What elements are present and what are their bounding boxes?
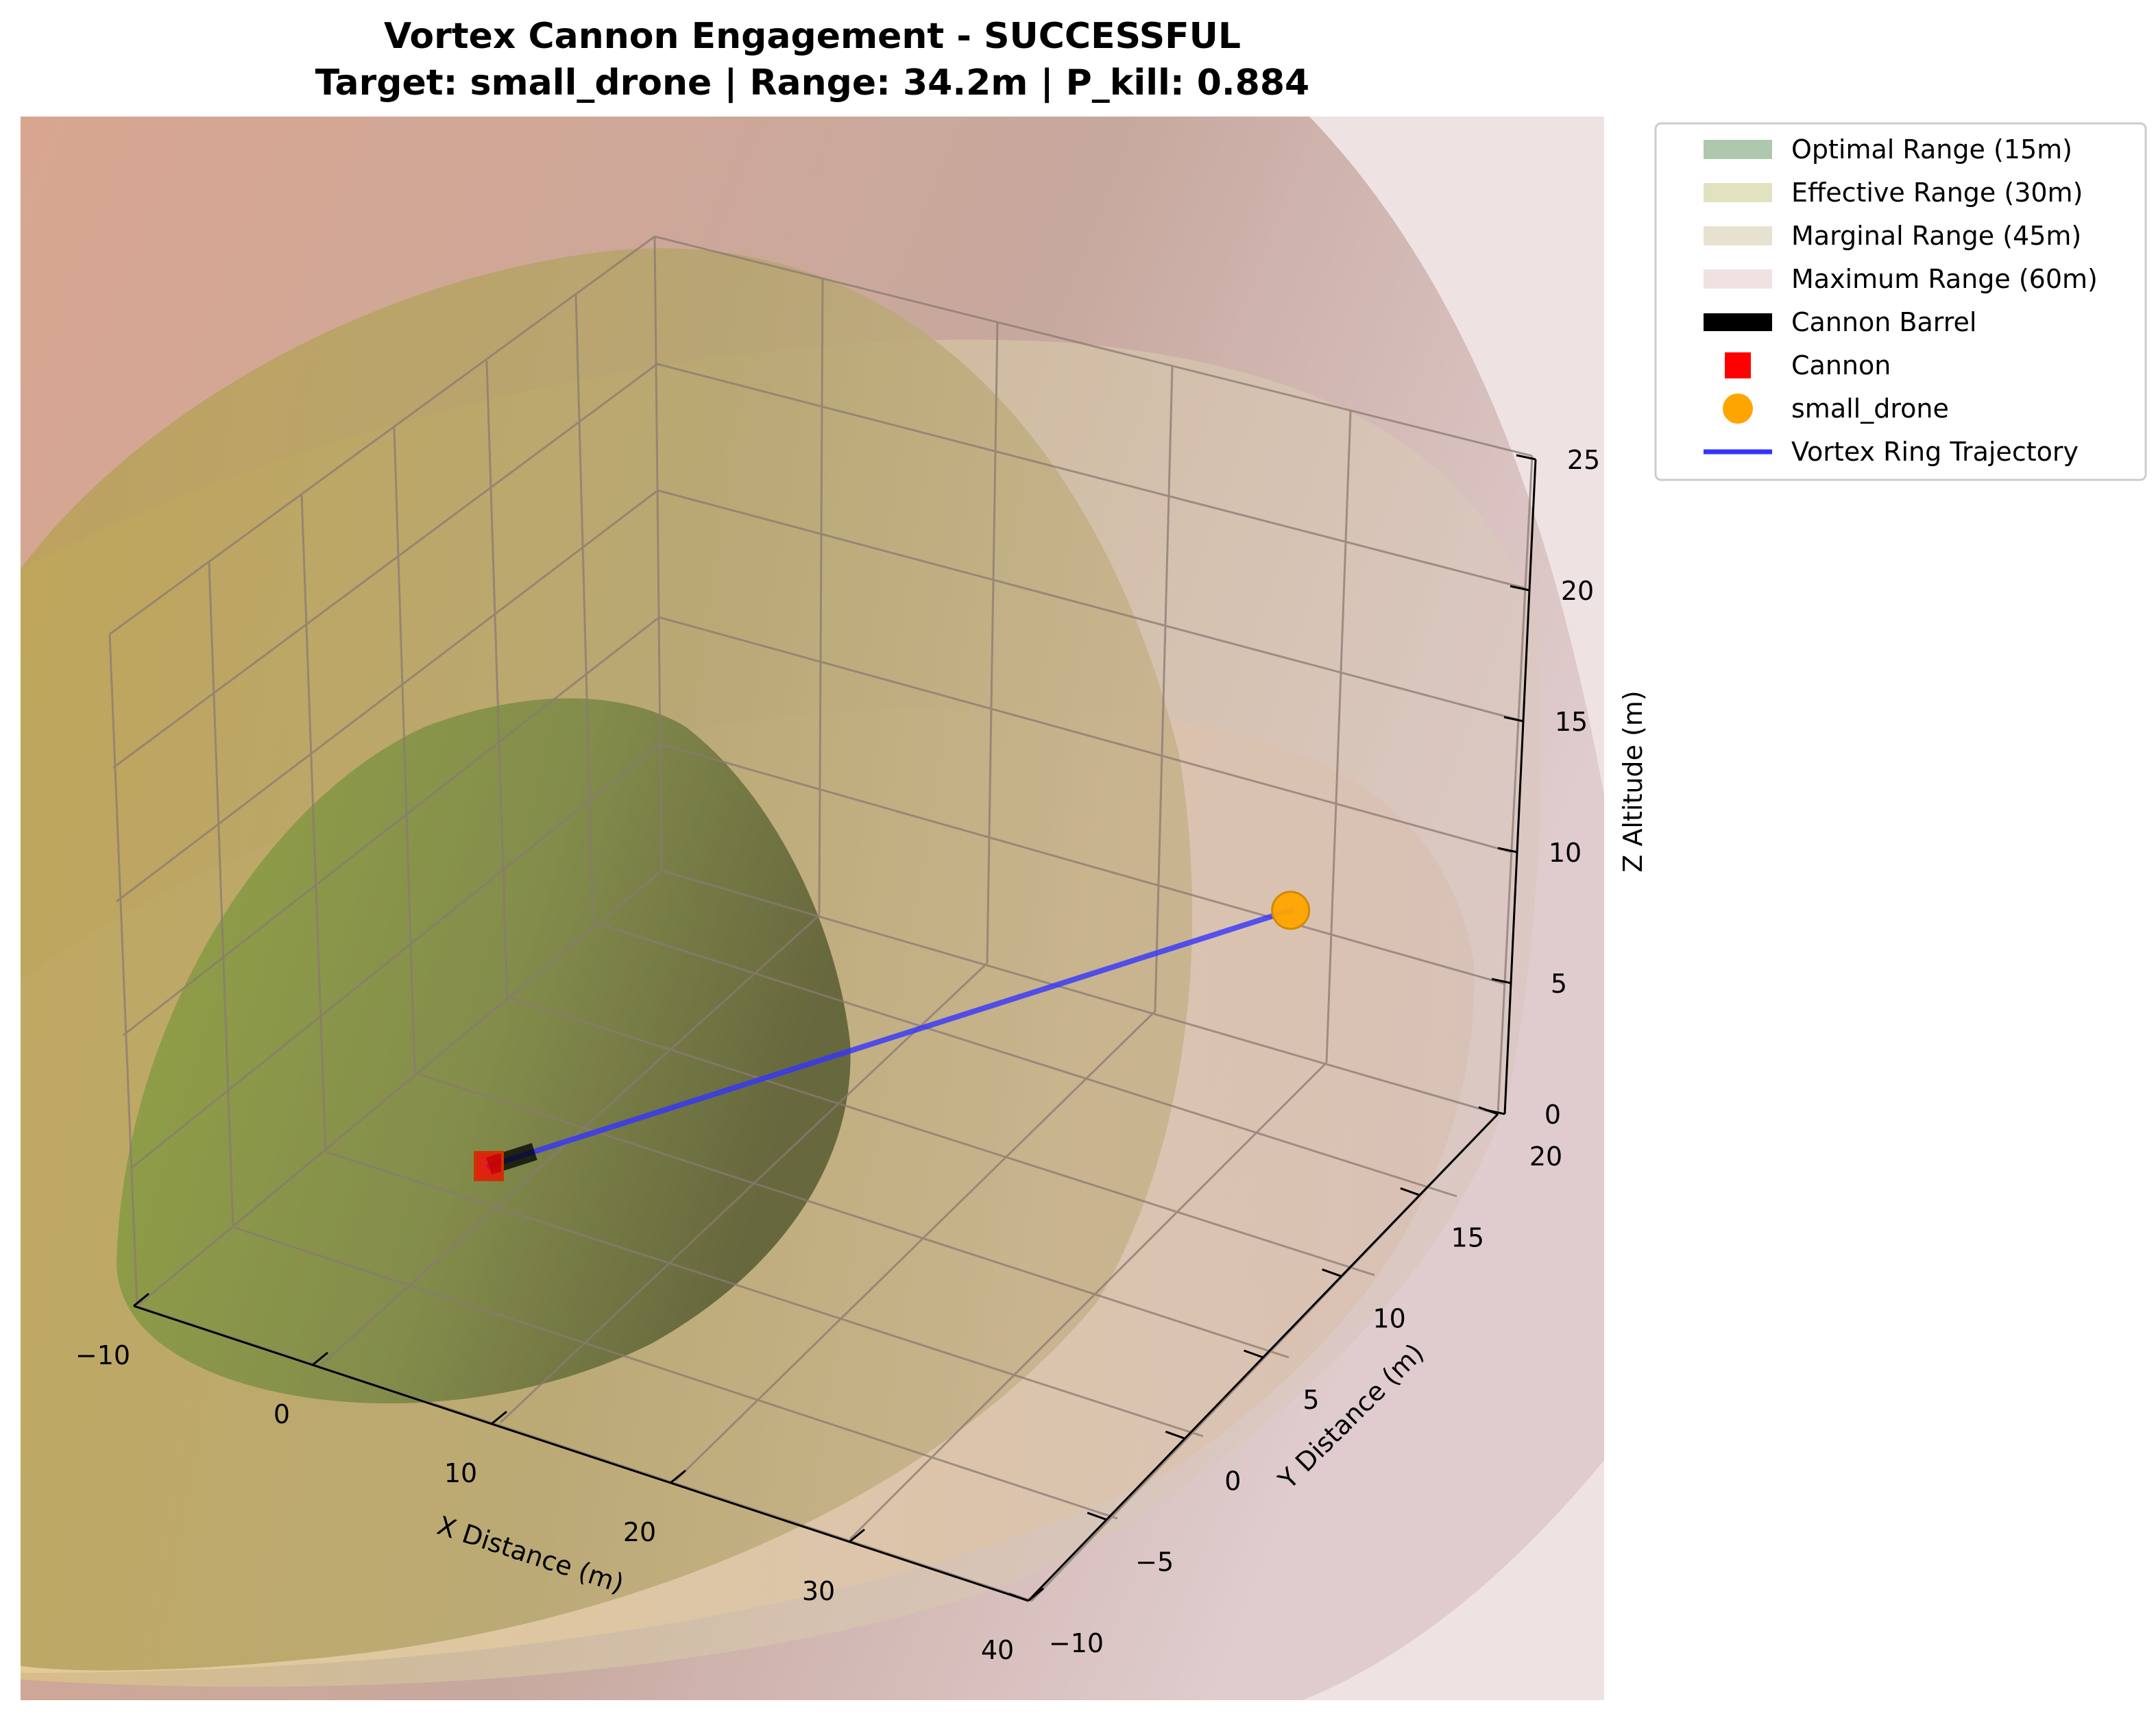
axes-grid xyxy=(108,235,1534,1602)
y-tick-mark xyxy=(1008,1593,1029,1602)
z-tick-label: 5 xyxy=(1551,969,1567,999)
legend-label: Maximum Range (60m) xyxy=(1791,264,2098,294)
cannon-marker xyxy=(474,1150,505,1181)
z-tick-mark xyxy=(1485,1109,1505,1115)
optimal-range-surface xyxy=(117,698,851,1404)
legend-label: Marginal Range (45m) xyxy=(1791,221,2081,251)
legend-swatch xyxy=(1704,226,1772,245)
z-tick-label: 0 xyxy=(1545,1100,1561,1130)
x-tick-mark xyxy=(1028,1587,1044,1602)
target-marker xyxy=(1271,891,1311,930)
y-ticks: −10 −5 0 5 10 15 20 xyxy=(1008,1106,1562,1658)
legend-swatch xyxy=(1704,183,1772,202)
y-tick-label: 10 xyxy=(1372,1304,1405,1334)
x-ticks: −10 0 10 20 30 40 xyxy=(75,1292,1044,1665)
legend-box xyxy=(1654,122,2147,481)
x-tick-label: 30 xyxy=(802,1576,835,1606)
y-tick-label: −5 xyxy=(1135,1547,1174,1577)
x-tick-mark xyxy=(849,1528,865,1543)
z-axis-label: Z Altitude (m) xyxy=(1618,690,1648,872)
z-tick-label: 15 xyxy=(1555,707,1588,737)
x-tick-mark xyxy=(670,1469,686,1484)
x-tick-mark xyxy=(312,1351,328,1366)
x-tick-label: 20 xyxy=(623,1517,656,1547)
x-tick-label: 10 xyxy=(444,1458,477,1488)
legend-label: Effective Range (30m) xyxy=(1791,178,2083,208)
legend-label: Optimal Range (15m) xyxy=(1791,134,2072,165)
x-tick-mark xyxy=(491,1410,507,1425)
legend-label: Vortex Ring Trajectory xyxy=(1791,437,2079,467)
x-tick-label: −10 xyxy=(75,1340,130,1370)
x-tick-label: 0 xyxy=(274,1399,290,1429)
z-ticks: 0 5 10 15 20 25 xyxy=(1485,445,1600,1130)
legend-label: Cannon Barrel xyxy=(1791,307,1976,337)
vortex-ring-trajectory xyxy=(486,907,1294,1169)
y-tick-label: 20 xyxy=(1529,1141,1562,1172)
legend-swatch xyxy=(1704,313,1772,331)
y-tick-mark xyxy=(1400,1187,1420,1196)
chart-subtitle: Target: small_drone | Range: 34.2m | P_k… xyxy=(315,62,1309,104)
y-tick-label: 5 xyxy=(1303,1385,1319,1415)
y-tick-label: 15 xyxy=(1451,1222,1484,1253)
data-marks xyxy=(474,891,1311,1181)
plot-area xyxy=(21,117,1604,1700)
y-tick-label: −10 xyxy=(1049,1628,1104,1658)
y-tick-label: 0 xyxy=(1224,1466,1241,1496)
legend-swatch xyxy=(1725,352,1751,378)
z-tick-mark xyxy=(1503,716,1524,723)
z-tick-label: 20 xyxy=(1561,576,1594,606)
z-tick-mark xyxy=(1516,454,1536,461)
legend-label: Cannon xyxy=(1791,350,1891,380)
legend-label: small_drone xyxy=(1791,394,1949,424)
x-axis-line xyxy=(133,1305,1029,1602)
z-tick-label: 25 xyxy=(1567,445,1600,475)
x-tick-mark xyxy=(133,1292,149,1307)
z-tick-mark xyxy=(1491,978,1512,984)
legend-swatch xyxy=(1704,140,1772,159)
chart-title: Vortex Cannon Engagement - SUCCESSFUL xyxy=(384,16,1241,57)
z-tick-mark xyxy=(1510,585,1530,592)
z-tick-label: 10 xyxy=(1549,838,1582,868)
z-tick-mark xyxy=(1497,847,1518,854)
y-tick-mark xyxy=(1243,1349,1264,1359)
x-tick-label: 40 xyxy=(981,1635,1014,1665)
y-tick-mark xyxy=(1322,1268,1342,1278)
y-tick-mark xyxy=(1087,1512,1107,1521)
legend-swatch xyxy=(1704,269,1772,289)
legend-swatch xyxy=(1723,394,1753,424)
z-axis-line xyxy=(1503,459,1537,1115)
legend: Optimal Range (15m) Effective Range (30m)… xyxy=(1654,122,2147,481)
y-tick-mark xyxy=(1165,1430,1185,1440)
